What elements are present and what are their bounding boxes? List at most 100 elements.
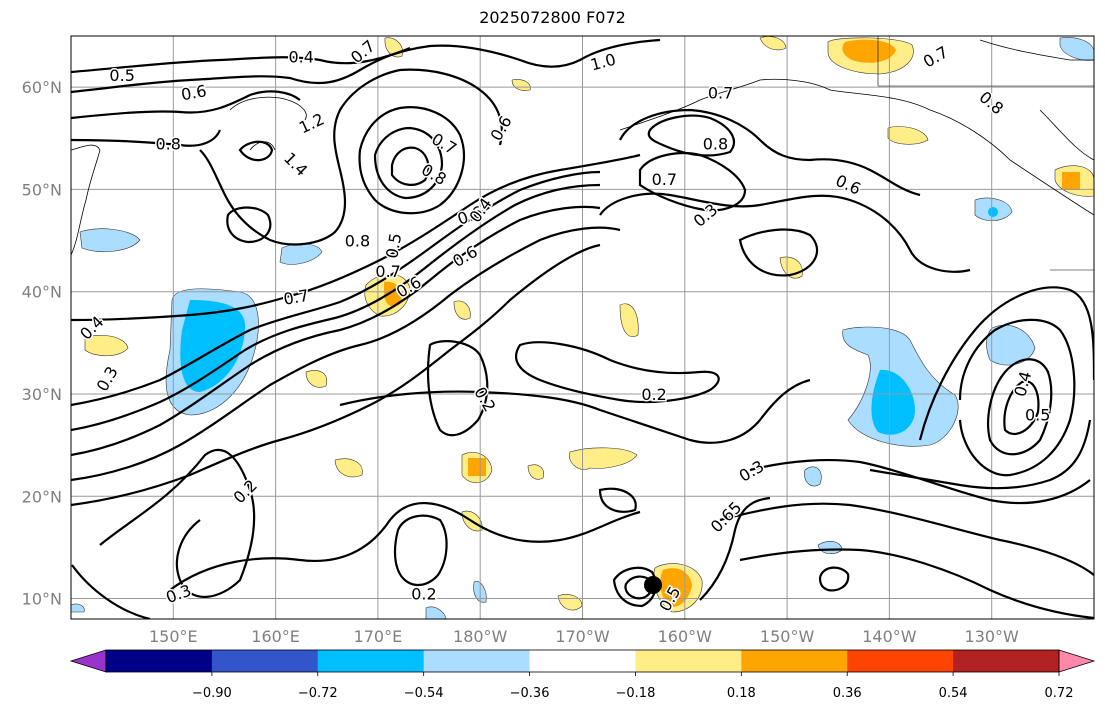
contour-line bbox=[169, 502, 641, 591]
shade-negative-small-4 bbox=[988, 207, 998, 217]
contour-label: 0.7 bbox=[708, 83, 733, 102]
contour-label: 0.5 bbox=[1025, 405, 1050, 424]
colorbar-extend-low bbox=[69, 649, 107, 673]
contour-label: 0.8 bbox=[345, 232, 370, 251]
colorbar-tick-label: −0.72 bbox=[298, 686, 338, 701]
contour-label: 0.8 bbox=[418, 160, 450, 189]
lat-label: 40°N bbox=[22, 283, 62, 302]
shade-positive-small-13 bbox=[759, 36, 787, 51]
contour-label: 0.8 bbox=[703, 134, 728, 153]
contour-line bbox=[71, 38, 661, 94]
colorbar-bin bbox=[847, 650, 954, 672]
lon-label: 140°W bbox=[862, 627, 917, 646]
contour-label: 1.2 bbox=[296, 109, 327, 137]
contour-label: 0.3 bbox=[93, 363, 122, 395]
contour-label: 0.7 bbox=[282, 286, 310, 309]
contour-label: 0.5 bbox=[109, 66, 134, 85]
colorbar-bin bbox=[317, 650, 425, 672]
contour-line bbox=[749, 459, 1091, 505]
contour-line bbox=[1003, 380, 1040, 436]
contour-label: 0.7 bbox=[652, 170, 677, 189]
longitude-labels: 150°E 160°E 170°E 180°W 170°W 160°W 150°W 140°W… bbox=[149, 627, 1019, 646]
contour-line bbox=[987, 358, 1053, 456]
contour-line bbox=[71, 129, 222, 147]
contour-line bbox=[71, 243, 601, 507]
contour-lines bbox=[71, 38, 1094, 619]
contour-line bbox=[818, 566, 850, 592]
colorbar-bin bbox=[953, 650, 1060, 672]
contour-line bbox=[738, 228, 819, 277]
storm-center-marker bbox=[644, 576, 662, 594]
map-frame bbox=[70, 35, 1095, 620]
shade-negative-small-1 bbox=[79, 228, 141, 253]
shade-positive-small-15 bbox=[511, 79, 531, 91]
contour-line bbox=[739, 548, 1094, 619]
contour-label: 0.2 bbox=[641, 385, 666, 404]
anomaly-shading bbox=[71, 36, 1094, 619]
contour-line bbox=[638, 152, 747, 212]
contour-line bbox=[373, 126, 444, 200]
lat-label: 10°N bbox=[22, 590, 62, 609]
shade-negative-small-9 bbox=[71, 603, 85, 613]
contour-label: 0.5 bbox=[382, 232, 405, 260]
shade-positive-small-9 bbox=[453, 300, 471, 320]
contour-line bbox=[71, 183, 601, 432]
contour-label: 0.2 bbox=[470, 384, 499, 416]
shade-negative-east-core bbox=[871, 369, 915, 435]
shade-negative-far-east bbox=[986, 324, 1036, 366]
lat-label: 60°N bbox=[22, 78, 62, 97]
contour-line bbox=[71, 226, 621, 482]
colorbar-bin bbox=[635, 650, 742, 672]
shade-positive-tropic bbox=[569, 447, 638, 470]
lat-label: 20°N bbox=[22, 487, 62, 506]
shade-positive-small-8 bbox=[305, 370, 328, 388]
contour-line bbox=[71, 46, 411, 74]
shade-positive-small-4 bbox=[619, 303, 639, 337]
contour-label: 1.4 bbox=[280, 148, 311, 179]
contour-label: 0.7 bbox=[375, 262, 400, 281]
colorbar-bin bbox=[423, 650, 531, 672]
contour-line bbox=[99, 448, 256, 598]
contour-line bbox=[358, 106, 465, 215]
contour-line bbox=[918, 286, 1094, 441]
contour-line bbox=[238, 140, 274, 162]
shade-negative-small-7 bbox=[425, 606, 447, 619]
lon-label: 130°W bbox=[965, 627, 1020, 646]
colorbar-bin bbox=[529, 650, 636, 672]
contour-line bbox=[71, 564, 151, 619]
contour-label: 0.8 bbox=[155, 134, 180, 153]
contour-line bbox=[699, 496, 771, 601]
shade-positive-small-2 bbox=[84, 335, 129, 357]
contour-label: 0.6 bbox=[833, 171, 864, 199]
shade-positive-small-1-core bbox=[468, 458, 486, 476]
shade-negative-alaska bbox=[1059, 37, 1094, 61]
graticule bbox=[71, 36, 1094, 619]
contour-line bbox=[515, 341, 720, 404]
lon-label: 180°W bbox=[453, 627, 508, 646]
contour-line bbox=[226, 206, 272, 244]
lon-label: 160°E bbox=[251, 627, 300, 646]
lat-label: 30°N bbox=[22, 385, 62, 404]
lon-label: 170°E bbox=[354, 627, 403, 646]
colorbar-bin bbox=[741, 650, 848, 672]
contour-line bbox=[339, 378, 811, 444]
shade-positive-small-6 bbox=[887, 126, 929, 145]
colorbar-bin bbox=[211, 650, 319, 672]
colorbar-labels: −0.90 −0.72 −0.54 −0.36 −0.18 0.18 0.36 0.54 0.7… bbox=[192, 686, 1074, 701]
latitude-labels: 10°N 20°N 30°N 40°N 50°N 60°N bbox=[22, 78, 62, 608]
colorbar-tick-label: 0.18 bbox=[727, 686, 756, 701]
lat-label: 50°N bbox=[22, 180, 62, 199]
colorbar-tick-label: −0.36 bbox=[510, 686, 550, 701]
contour-label: 0.4 bbox=[288, 47, 313, 66]
shade-negative-small-5 bbox=[804, 466, 822, 487]
contour-line bbox=[598, 487, 637, 513]
contour-line bbox=[719, 502, 1094, 576]
shade-positive-small-12 bbox=[527, 464, 544, 480]
contour-line bbox=[71, 90, 301, 120]
contour-line bbox=[71, 153, 641, 322]
contour-line bbox=[624, 575, 654, 600]
colorbar-tick-label: 0.54 bbox=[939, 686, 968, 701]
colorbar-bin bbox=[106, 650, 213, 672]
contour-label: 0.7 bbox=[920, 42, 952, 71]
